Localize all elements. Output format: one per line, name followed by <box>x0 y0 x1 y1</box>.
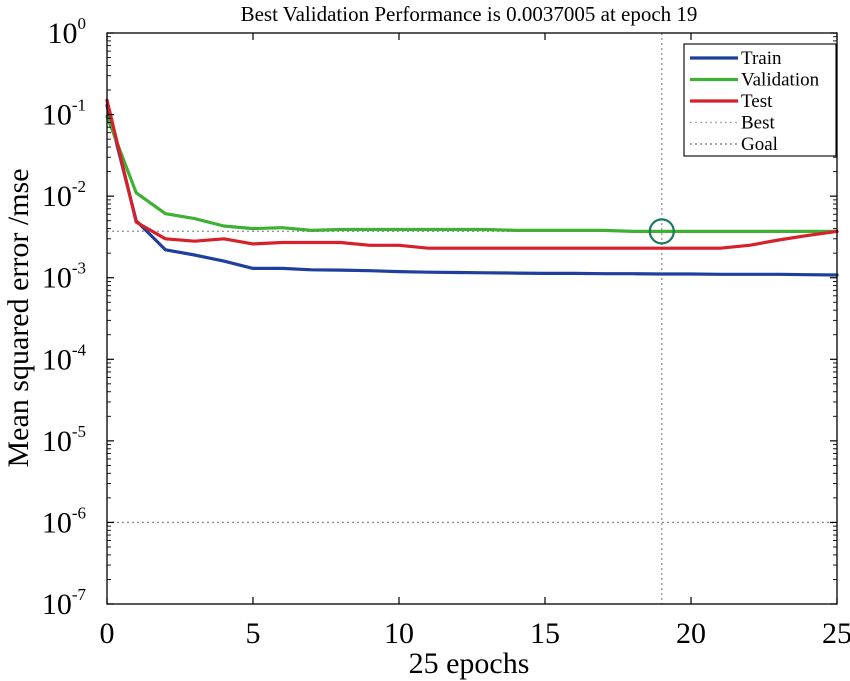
x-axis-ticks: 0 5 10 15 20 25 <box>100 33 850 650</box>
x-tick-label: 20 <box>676 617 706 650</box>
plot-area <box>105 33 839 604</box>
y-tick-label: 10-1 <box>42 96 86 132</box>
series-line-train <box>105 103 839 277</box>
chart-title: Best Validation Performance is 0.0037005… <box>241 2 698 26</box>
legend-label-goal: Goal <box>741 134 778 155</box>
y-tick-label: 10-5 <box>42 422 86 458</box>
x-tick-label: 25 <box>822 617 850 650</box>
y-tick-label: 10-7 <box>42 585 87 621</box>
best-marker <box>648 218 675 245</box>
x-tick-label: 15 <box>530 617 560 650</box>
y-tick-label: 10-2 <box>42 177 86 213</box>
x-axis-label: 25 epochs <box>409 647 530 680</box>
y-tick-label: 10-3 <box>42 259 86 295</box>
y-tick-label: 10-6 <box>42 503 86 539</box>
legend-label-validation: Validation <box>741 70 820 91</box>
y-tick-label: 10-4 <box>42 340 87 376</box>
series-line-test <box>105 98 839 250</box>
y-tick-label: 100 <box>48 14 87 50</box>
x-tick-label: 0 <box>100 617 115 650</box>
x-tick-label: 5 <box>246 617 261 650</box>
x-tick-label: 10 <box>384 617 414 650</box>
legend-label-train: Train <box>741 48 782 69</box>
series-line-validation <box>105 114 839 233</box>
plot-frame <box>106 32 838 605</box>
y-axis-label: Mean squared error /mse <box>2 168 35 467</box>
legend-label-best: Best <box>741 113 776 134</box>
y-axis-ticks: 100 10-1 10-2 10-3 10-4 10-5 10-6 10-7 <box>42 14 837 621</box>
legend-label-test: Test <box>741 91 773 112</box>
